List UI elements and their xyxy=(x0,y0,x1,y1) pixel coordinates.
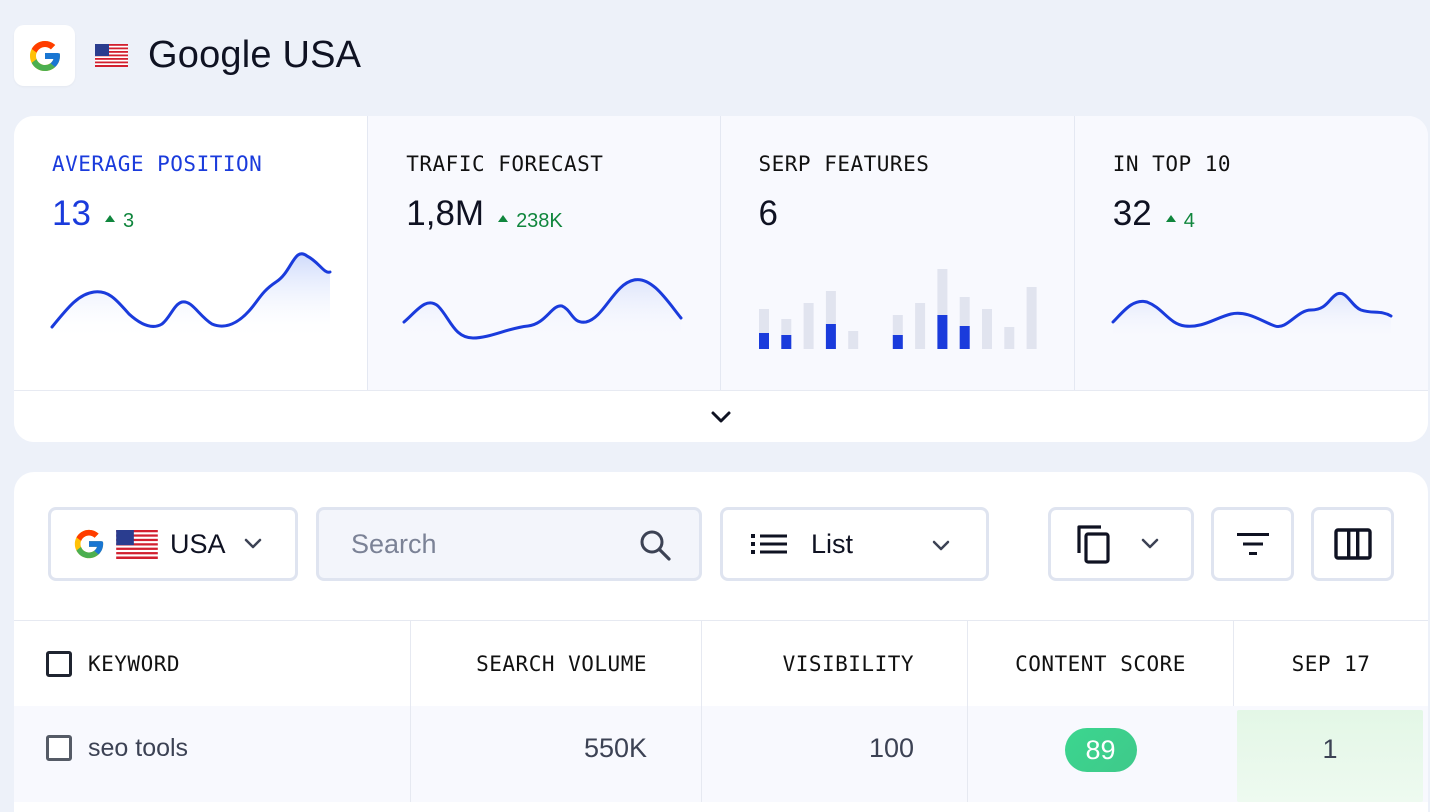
keywords-table-card: USA Search List xyxy=(14,472,1428,812)
arrow-up-icon xyxy=(104,215,115,222)
content-score-badge[interactable]: 89 xyxy=(1064,728,1137,772)
serp-bar-total xyxy=(758,309,769,349)
serp-bar-total xyxy=(847,331,858,349)
serp-bar-total xyxy=(803,303,814,349)
arrow-up-icon xyxy=(1165,215,1176,222)
serp-bar-total xyxy=(892,315,903,349)
keyword-cell: seo tools xyxy=(46,706,410,790)
serp-bar-highlight xyxy=(892,335,903,349)
metric-label: TRAFIC FORECAST xyxy=(406,152,604,176)
table-row[interactable]: seo tools 550K 100 89 1 xyxy=(14,706,1428,802)
arrow-up-icon xyxy=(498,215,509,222)
location-label: USA xyxy=(170,528,226,559)
metric-value: 32 xyxy=(1112,194,1152,233)
metric-label: IN TOP 10 xyxy=(1112,152,1232,176)
google-g-icon xyxy=(74,529,104,559)
sparkline-average-position xyxy=(50,252,332,340)
metric-value: 13 xyxy=(52,194,91,233)
view-select[interactable]: List xyxy=(720,507,989,581)
page-title: Google USA xyxy=(148,34,362,76)
serp-bar-total xyxy=(936,269,947,349)
metric-serp-features[interactable]: SERP FEATURES 6 xyxy=(720,116,1075,390)
serp-bar-highlight xyxy=(780,335,791,349)
metrics-card: AVERAGE POSITION 13 3 TRAFIC FORECAST xyxy=(14,116,1428,442)
sparkline-in-top-10 xyxy=(1111,291,1393,340)
view-label: List xyxy=(811,528,854,559)
rank-cell: 1 xyxy=(1237,710,1423,802)
copy-icon xyxy=(1077,525,1110,564)
metric-average-position[interactable]: AVERAGE POSITION 13 3 xyxy=(14,116,369,390)
table-header: KEYWORD SEARCH VOLUME VISIBILITY CONTENT… xyxy=(14,620,1428,708)
chevron-down-icon[interactable] xyxy=(710,410,732,424)
content-score-cell: 89 xyxy=(967,706,1233,802)
metric-label: AVERAGE POSITION xyxy=(52,152,263,176)
filter-button[interactable] xyxy=(1211,507,1294,581)
serp-features-bar-chart xyxy=(758,269,1037,349)
serp-bar-total xyxy=(825,291,836,349)
serp-bar-highlight xyxy=(959,326,970,349)
list-icon xyxy=(751,534,787,554)
chevron-down-icon xyxy=(244,538,261,549)
serp-bar-highlight xyxy=(825,324,836,349)
sparkline-traffic-forecast xyxy=(402,278,683,340)
serp-bar-total xyxy=(1026,287,1037,349)
keyword-text[interactable]: seo tools xyxy=(88,733,189,762)
serp-bar-highlight xyxy=(758,333,769,349)
metric-delta: 4 xyxy=(1165,210,1195,233)
serp-bar-total xyxy=(780,319,791,349)
location-select[interactable]: USA xyxy=(48,507,298,581)
metric-delta: 238K xyxy=(498,210,563,233)
column-keyword[interactable]: KEYWORD xyxy=(46,621,410,707)
serp-bar-highlight xyxy=(936,315,947,349)
serp-bar-total xyxy=(981,309,992,349)
google-g-icon xyxy=(29,40,60,71)
metrics-expand-bar[interactable] xyxy=(14,390,1428,442)
select-all-checkbox[interactable] xyxy=(46,651,72,677)
column-search-volume[interactable]: SEARCH VOLUME xyxy=(410,621,701,707)
row-checkbox[interactable] xyxy=(46,735,72,761)
page-header: Google USA xyxy=(14,25,361,86)
search-volume-cell: 550K xyxy=(410,706,701,802)
chevron-down-icon xyxy=(1141,538,1159,549)
search-input[interactable]: Search xyxy=(351,528,437,559)
search-icon[interactable] xyxy=(639,529,671,561)
metric-in-top-10[interactable]: IN TOP 10 32 4 xyxy=(1074,116,1428,390)
filter-icon xyxy=(1236,533,1269,555)
column-visibility[interactable]: VISIBILITY xyxy=(701,621,967,707)
column-content-score[interactable]: CONTENT SCORE xyxy=(967,621,1233,707)
us-flag-icon xyxy=(95,44,128,67)
columns-button[interactable] xyxy=(1311,507,1394,581)
serp-bar-total xyxy=(1003,327,1014,349)
serp-bar-total xyxy=(959,297,970,349)
chevron-down-icon xyxy=(932,540,950,551)
copy-menu-button[interactable] xyxy=(1048,507,1194,581)
serp-bar-total xyxy=(914,303,925,349)
us-flag-icon xyxy=(116,529,158,559)
google-logo-tile xyxy=(14,25,75,86)
metric-delta: 3 xyxy=(104,210,134,233)
visibility-cell: 100 xyxy=(701,706,967,802)
column-date-sep-17[interactable]: SEP 17 xyxy=(1233,621,1428,707)
columns-icon xyxy=(1333,528,1372,560)
metric-label: SERP FEATURES xyxy=(758,152,930,176)
metric-traffic-forecast[interactable]: TRAFIC FORECAST 1,8M 238K xyxy=(368,116,721,390)
metric-value: 1,8M xyxy=(406,194,485,233)
metric-value: 6 xyxy=(758,194,778,233)
search-field[interactable]: Search xyxy=(316,507,702,581)
